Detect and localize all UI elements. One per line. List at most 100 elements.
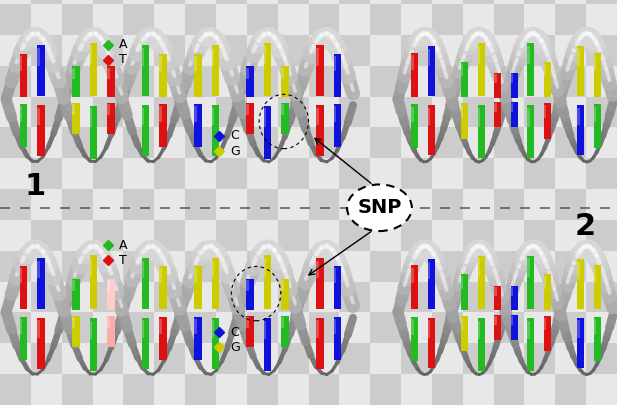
Bar (555, 374, 586, 405)
Bar (185, 0, 216, 4)
Bar (308, 220, 339, 251)
Bar (594, 53, 601, 97)
Bar (89, 43, 97, 96)
Bar (463, 251, 494, 281)
Bar (577, 108, 579, 125)
Bar (334, 317, 341, 360)
Bar (72, 280, 75, 291)
Bar (185, 66, 216, 96)
Bar (246, 317, 249, 328)
Bar (370, 189, 401, 220)
Bar (308, 312, 339, 343)
Bar (316, 261, 319, 278)
Bar (194, 104, 202, 147)
Bar (524, 158, 555, 189)
Bar (93, 127, 123, 158)
Bar (308, 127, 339, 158)
Bar (594, 317, 601, 361)
Bar (461, 103, 468, 139)
Bar (586, 312, 617, 343)
Bar (212, 48, 214, 66)
Bar (401, 189, 432, 220)
Bar (339, 0, 370, 4)
Bar (544, 274, 551, 310)
Bar (370, 220, 401, 251)
Bar (401, 4, 432, 35)
Bar (107, 279, 115, 310)
Bar (401, 66, 432, 96)
Bar (194, 107, 197, 121)
Bar (281, 104, 284, 115)
Bar (37, 261, 40, 278)
Bar (31, 343, 62, 374)
Bar (463, 189, 494, 220)
Bar (463, 96, 494, 127)
Bar (216, 343, 247, 374)
Bar (72, 66, 80, 97)
Bar (247, 127, 278, 158)
Bar (194, 266, 202, 309)
Bar (247, 251, 278, 281)
Bar (216, 220, 247, 251)
Bar (511, 316, 513, 325)
Bar (247, 312, 278, 343)
Bar (0, 4, 31, 35)
Bar (278, 158, 308, 189)
Bar (247, 158, 278, 189)
Bar (185, 312, 216, 343)
Bar (142, 105, 149, 156)
Bar (308, 0, 339, 4)
Bar (586, 66, 617, 96)
Bar (247, 281, 278, 312)
Bar (159, 55, 162, 71)
Bar (154, 251, 185, 281)
Bar (159, 268, 162, 284)
Bar (308, 251, 339, 281)
Bar (586, 4, 617, 35)
Bar (31, 189, 62, 220)
Bar (185, 158, 216, 189)
Bar (370, 158, 401, 189)
Bar (278, 127, 308, 158)
Bar (62, 35, 93, 66)
Bar (154, 35, 185, 66)
Bar (212, 108, 214, 126)
Bar (463, 312, 494, 343)
Bar (107, 280, 110, 291)
Bar (89, 318, 97, 371)
Bar (528, 46, 530, 64)
Bar (37, 318, 45, 369)
Bar (494, 316, 497, 325)
Bar (461, 64, 463, 76)
Bar (308, 158, 339, 189)
Bar (339, 127, 370, 158)
Bar (123, 127, 154, 158)
Bar (432, 281, 463, 312)
Bar (72, 279, 80, 310)
Bar (216, 374, 247, 405)
Bar (316, 105, 324, 156)
Bar (31, 251, 62, 281)
Bar (494, 127, 524, 158)
Bar (511, 103, 513, 112)
Bar (154, 4, 185, 35)
Bar (494, 102, 501, 127)
Bar (494, 374, 524, 405)
Bar (281, 279, 289, 310)
Bar (555, 312, 586, 343)
Bar (594, 319, 596, 335)
Bar (107, 315, 115, 347)
Bar (528, 321, 530, 339)
Bar (463, 374, 494, 405)
Bar (159, 107, 162, 121)
Bar (339, 158, 370, 189)
Bar (142, 258, 149, 309)
Bar (463, 4, 494, 35)
Bar (370, 96, 401, 127)
Bar (154, 374, 185, 405)
Bar (278, 66, 308, 96)
Bar (411, 104, 418, 148)
Bar (494, 287, 497, 296)
Bar (334, 319, 336, 334)
Bar (478, 256, 484, 309)
